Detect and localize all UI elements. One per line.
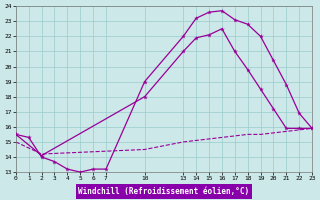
X-axis label: Windchill (Refroidissement éolien,°C): Windchill (Refroidissement éolien,°C) [78,187,250,196]
